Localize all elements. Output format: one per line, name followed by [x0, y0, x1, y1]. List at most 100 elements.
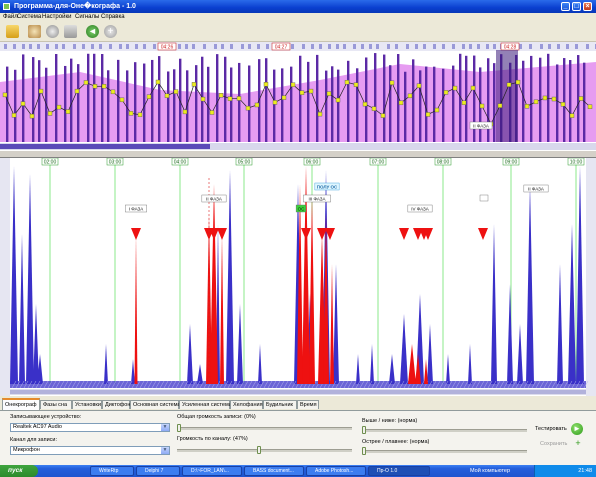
baseline-hatch: [519, 380, 525, 389]
overview-point: [398, 100, 404, 106]
baseline-hatch: [343, 380, 349, 389]
overview-point: [560, 102, 566, 107]
menu-system[interactable]: Система: [17, 14, 42, 20]
baseline-hatch: [155, 380, 161, 389]
minimize-button[interactable]: _: [561, 2, 570, 11]
slider-thumb[interactable]: [362, 426, 366, 434]
overview-chart[interactable]: 04:26 04:27 04:28 II ФАЗА: [0, 42, 596, 150]
taskbar-item[interactable]: Пр-О 1.0: [368, 466, 430, 476]
taskbar-item[interactable]: D:\~FOR_LAN\...: [182, 466, 242, 476]
overall-volume-slider[interactable]: [177, 424, 352, 432]
print-icon[interactable]: [64, 25, 77, 38]
tab-settings[interactable]: Установки: [72, 400, 102, 409]
taskbar-item[interactable]: BASS document...: [244, 466, 304, 476]
taskbar-item[interactable]: Adobe Photosh...: [306, 466, 366, 476]
test-label[interactable]: Тестировать: [535, 426, 567, 432]
slider-thumb[interactable]: [257, 446, 262, 454]
tab-enhanced-system[interactable]: Усиленная система: [179, 400, 232, 409]
timeline-tick: [73, 44, 76, 49]
sharpness-slider[interactable]: [362, 447, 527, 455]
tab-onecrograph[interactable]: Онекрограф: [2, 398, 40, 410]
time-marker-label: 04:27: [275, 45, 288, 51]
baseline-hatch: [559, 380, 565, 389]
channel-select[interactable]: Микрофон ▼: [10, 446, 170, 455]
overview-point: [452, 85, 458, 91]
overview-point: [263, 82, 269, 87]
signal-chart[interactable]: 02:00 03:00 04:00 05:00 06:00 07:00 08:00 09:00…: [0, 158, 596, 396]
chevron-down-icon[interactable]: ▼: [161, 447, 169, 454]
overview-bar: [22, 54, 25, 142]
baseline-hatch: [111, 380, 117, 389]
open-folder-icon[interactable]: [6, 25, 19, 38]
signal-spike: [258, 344, 262, 384]
overview-point: [281, 95, 287, 100]
overview-point: [407, 93, 413, 99]
baseline-hatch: [475, 380, 481, 389]
menu-file[interactable]: Файл: [3, 14, 18, 20]
baseline-hatch: [183, 380, 189, 389]
baseline-hatch: [335, 380, 341, 389]
slider-track: [177, 449, 352, 452]
taskbar-item[interactable]: WriteRtp: [90, 466, 134, 476]
time-label: 06:00: [306, 160, 319, 166]
save-label[interactable]: Сохранить: [540, 441, 568, 447]
baseline-hatch: [359, 380, 365, 389]
overview-point: [11, 113, 17, 118]
timeline-tick: [13, 44, 16, 49]
taskbar: пуск WriteRtp Delphi 7 D:\~FOR_LAN\... B…: [0, 465, 596, 477]
timeline-tick: [395, 44, 398, 49]
phase-annotation-box: [295, 204, 307, 213]
baseline-hatch: [91, 380, 97, 389]
baseline-hatch: [123, 380, 129, 389]
close-button[interactable]: ×: [583, 2, 592, 11]
baseline-hatch: [375, 380, 381, 389]
tab-sleep-phases[interactable]: Фазы сна: [40, 400, 72, 409]
start-button[interactable]: пуск: [0, 465, 38, 477]
save-disk-icon[interactable]: [28, 25, 41, 38]
back-arrow-icon[interactable]: ◄: [86, 25, 99, 38]
title-bar[interactable]: Программа-для-Оне�кографа - 1.0 _ □ ×: [0, 0, 596, 13]
maximize-button[interactable]: □: [572, 2, 581, 11]
baseline-hatch: [539, 380, 545, 389]
timeline-tick: [415, 44, 418, 49]
menu-signals[interactable]: Сигналы: [75, 14, 100, 20]
tab-main-system[interactable]: Основная система: [130, 400, 181, 409]
baseline-hatch: [239, 380, 245, 389]
time-marker-box: [157, 42, 177, 51]
tab-time[interactable]: Время: [297, 400, 319, 409]
baseline-hatch: [351, 380, 357, 389]
slider-thumb[interactable]: [362, 447, 366, 455]
tab-helofania[interactable]: Хелофания: [230, 400, 263, 409]
baseline-hatch: [523, 380, 529, 389]
record-icon[interactable]: [46, 25, 59, 38]
add-plus-icon[interactable]: +: [104, 25, 117, 38]
phase-annotation-box: [523, 184, 549, 193]
phase-annotation-label: II ФАЗА: [528, 187, 544, 192]
app-icon: [3, 3, 10, 10]
test-play-icon[interactable]: ►: [571, 423, 583, 435]
slider-thumb[interactable]: [177, 424, 181, 432]
tray-label[interactable]: Мой компьютер: [470, 468, 511, 474]
tab-dictaphone[interactable]: Диктофон: [102, 400, 130, 409]
overview-bar: [522, 60, 525, 142]
taskbar-item[interactable]: Delphi 7: [136, 466, 180, 476]
panel-splitter[interactable]: [0, 150, 596, 158]
menu-help[interactable]: Справка: [101, 14, 125, 20]
baseline-hatch: [543, 380, 549, 389]
menu-bar: Файл Система Настройки Сигналы Справка: [0, 13, 596, 22]
event-spike: [309, 194, 315, 384]
phase-annotation-label: I ФАЗА: [129, 207, 144, 212]
pitch-slider[interactable]: [362, 426, 527, 434]
chevron-down-icon[interactable]: ▼: [161, 424, 169, 431]
baseline-hatch: [283, 380, 289, 389]
device-select[interactable]: Realtek AC97 Audio ▼: [10, 423, 170, 432]
channel-volume-slider[interactable]: [177, 446, 352, 454]
event-spike: [415, 354, 421, 384]
tab-alarm[interactable]: Будильник: [263, 400, 297, 409]
save-plus-icon[interactable]: +: [575, 438, 581, 448]
menu-settings[interactable]: Настройки: [42, 14, 72, 20]
baseline-hatch: [531, 380, 537, 389]
timeline-tick: [230, 44, 233, 49]
overview-bar: [530, 55, 533, 142]
time-label: 08:00: [437, 160, 450, 166]
